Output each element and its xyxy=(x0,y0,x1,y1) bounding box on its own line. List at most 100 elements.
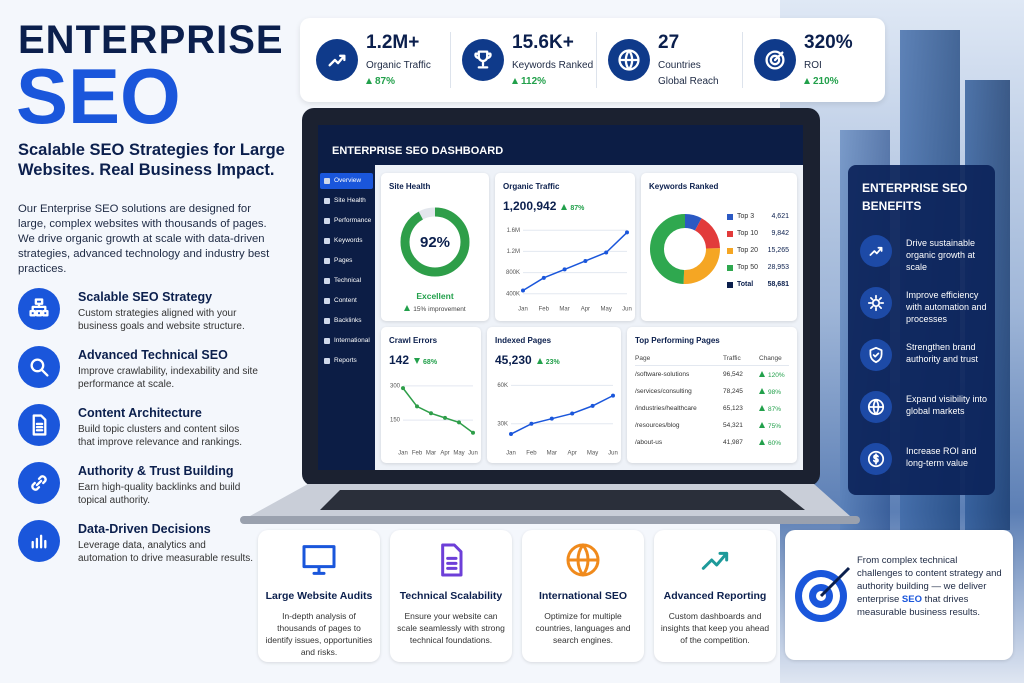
icon xyxy=(462,39,504,81)
line-chart: 30K 60K Jan Feb Mar Apr May Jun xyxy=(497,383,618,457)
nav-dot xyxy=(324,218,330,224)
icon-glyph xyxy=(867,450,885,468)
icon-glyph xyxy=(31,534,47,549)
nav-item: Site Health xyxy=(320,193,373,209)
point xyxy=(457,420,461,425)
change: 23% xyxy=(536,358,560,366)
feature-title: Content Architecture xyxy=(78,406,202,420)
column-header: Traffic xyxy=(723,355,741,362)
nav-label: Reports xyxy=(334,357,357,364)
keywords-card: Keywords Ranked Top 3 4,621 Top 10 9,842 Top … xyxy=(641,173,797,321)
x-tick-label: Jan xyxy=(398,451,408,457)
page-cell: /about-us xyxy=(635,439,663,446)
change-text: 112% xyxy=(521,76,547,87)
benefit-text: Increase ROI and long-term value xyxy=(906,446,977,468)
icon-glyph xyxy=(31,475,47,491)
legend-label: Top 3 xyxy=(737,213,755,220)
benefit-text: Expand visibility into global markets xyxy=(906,394,988,416)
icon-glyph xyxy=(566,543,600,577)
change-text: 87% xyxy=(570,205,585,212)
nav-item: Technical xyxy=(320,273,373,289)
nav-label: Backlinks xyxy=(334,317,362,324)
icon-glyph xyxy=(302,545,336,575)
point xyxy=(521,288,525,293)
icon-glyph xyxy=(30,358,49,377)
card-title: Site Health xyxy=(389,182,431,191)
icon xyxy=(860,443,892,475)
line-chart: 150 300 Jan Feb Mar Apr May Jun xyxy=(390,383,478,457)
feature-text: Earn high-quality backlinks and build to… xyxy=(78,482,241,506)
glyph xyxy=(29,298,49,317)
crawl-errors-card: Crawl Errors 142 68% 150 300 Jan Feb Mar Apr May J… xyxy=(381,327,481,463)
feature-title: Data-Driven Decisions xyxy=(78,522,211,536)
glyph xyxy=(328,54,346,67)
glyph xyxy=(32,414,47,436)
feature-text: Improve crawlability, indexability and s… xyxy=(78,366,258,390)
stat-label: ROI xyxy=(804,60,822,71)
top-pages-card: Top Performing Pages Page Traffic Change/so… xyxy=(627,327,797,463)
feature-title: Scalable SEO Strategy xyxy=(78,290,213,304)
stat-label: Countries xyxy=(658,60,701,71)
x-tick-label: Mar xyxy=(426,451,436,457)
legend-value: 9,842 xyxy=(771,230,789,237)
change: 98% xyxy=(759,388,781,396)
dashboard-header xyxy=(318,125,803,165)
donut-segment xyxy=(683,248,720,284)
legend-swatch xyxy=(727,231,733,237)
icon-bg xyxy=(860,287,892,319)
x-tick-label: Feb xyxy=(526,451,537,457)
up-arrow xyxy=(536,358,543,364)
legend-swatch xyxy=(727,214,733,220)
stat-value: 1.2M+ xyxy=(366,32,420,53)
change: 210% xyxy=(804,76,839,87)
x-tick-label: May xyxy=(601,307,612,313)
glyph xyxy=(867,398,885,416)
service-card: Advanced Reporting Custom dashboards and … xyxy=(654,530,776,662)
nav-dot xyxy=(324,298,330,304)
benefit-text: Improve efficiency with automation and p… xyxy=(906,290,987,324)
glyph xyxy=(869,246,883,256)
x-tick-label: Apr xyxy=(581,307,590,313)
feature-title: Authority & Trust Building xyxy=(78,464,234,478)
donut-segment xyxy=(694,218,720,250)
x-tick-label: Feb xyxy=(539,307,550,313)
change-text: 210% xyxy=(813,76,839,87)
service-title: International SEO xyxy=(538,590,628,602)
closing-card: From complex technical challenges to con… xyxy=(785,530,1013,660)
stat-value: 320% xyxy=(804,32,853,53)
icon-glyph xyxy=(867,398,885,416)
line xyxy=(402,387,474,434)
point xyxy=(529,421,534,426)
page-cell: /industries/healthcare xyxy=(635,405,697,412)
up-arrow xyxy=(759,439,765,445)
icon xyxy=(860,235,892,267)
nav-label: Overview xyxy=(334,177,362,184)
nav-dot xyxy=(324,338,330,344)
nav-item: Pages xyxy=(320,253,373,269)
change: 87% xyxy=(759,405,781,413)
stat-value: 27 xyxy=(658,32,680,53)
y-tick-label: 1.6M xyxy=(507,228,520,234)
nav-item: Keywords xyxy=(320,233,373,249)
x-tick-label: Jun xyxy=(468,451,478,457)
legend-swatch xyxy=(727,248,733,254)
metric-row: 45,230 23% xyxy=(495,351,560,369)
benefit-text: Drive sustainable organic growth at scal… xyxy=(906,238,976,272)
donut-segment xyxy=(684,214,702,231)
icon xyxy=(302,545,336,575)
nav-dot xyxy=(324,238,330,244)
metric-row: 142 68% xyxy=(389,351,437,369)
icon-glyph xyxy=(29,298,49,317)
change-text: 60% xyxy=(768,440,782,447)
icon-bg xyxy=(860,235,892,267)
metric-total: 142 xyxy=(389,353,410,367)
intro: Our Enterprise SEO solutions are designe… xyxy=(18,203,270,275)
icon-glyph xyxy=(328,54,346,67)
line-chart: 400K 800K 1.2M 1.6M Jan Feb Mar Apr May Jun xyxy=(506,228,632,313)
nav-dot xyxy=(324,318,330,324)
point xyxy=(549,416,554,421)
divider xyxy=(742,32,743,88)
x-tick-label: Apr xyxy=(440,451,449,457)
change-text: 98% xyxy=(768,389,782,396)
x-tick-label: May xyxy=(587,451,598,457)
